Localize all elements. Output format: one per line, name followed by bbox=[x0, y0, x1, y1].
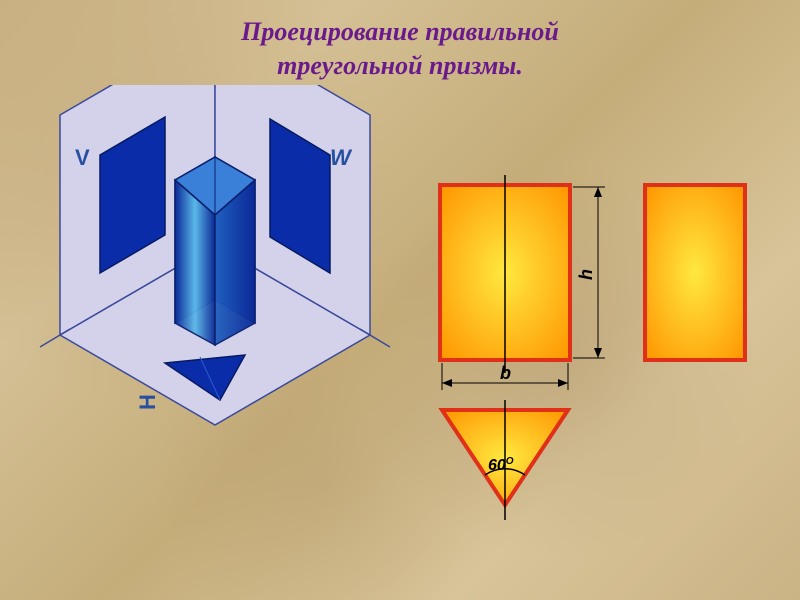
dimension-h: h bbox=[573, 187, 605, 358]
label-w: W bbox=[330, 145, 353, 170]
side-view bbox=[645, 185, 745, 360]
label-b-dim: b bbox=[500, 363, 511, 383]
diagram-orthographic: h b 60О bbox=[430, 175, 770, 580]
dimension-b: b bbox=[442, 363, 568, 390]
diagram-3d: V W H bbox=[20, 85, 400, 490]
label-h-dim: h bbox=[576, 269, 596, 280]
title-line2: треугольной призмы. bbox=[277, 51, 523, 80]
label-h: H bbox=[135, 394, 160, 410]
title-line1: Проецирование правильной bbox=[241, 17, 559, 46]
page-title: Проецирование правильной треугольной при… bbox=[40, 15, 760, 83]
label-v: V bbox=[75, 145, 90, 170]
